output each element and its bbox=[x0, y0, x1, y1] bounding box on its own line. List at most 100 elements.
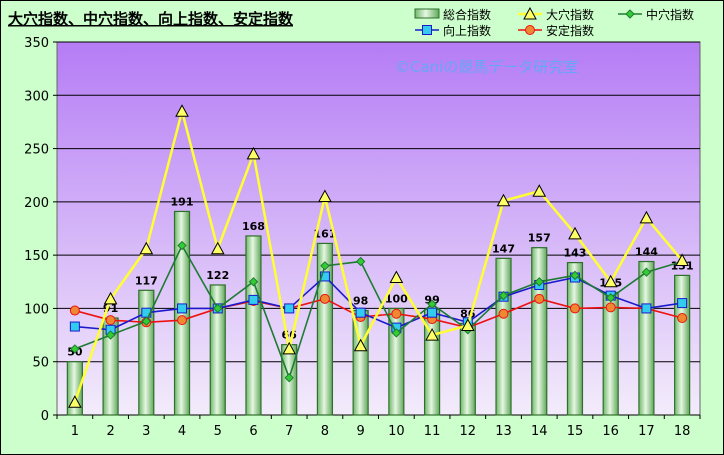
bar-label: 168 bbox=[242, 220, 265, 233]
data-point bbox=[534, 293, 545, 304]
y-tick-label: 100 bbox=[24, 302, 49, 317]
x-tick-label: 13 bbox=[495, 424, 512, 439]
legend-label: 中穴指数 bbox=[646, 7, 694, 22]
x-axis: 1 2 3 4 5 6 7 8 9 10 11 12 13 14 15 16 17 18 bbox=[56, 415, 701, 439]
data-point bbox=[105, 315, 116, 326]
data-point bbox=[141, 316, 152, 326]
data-point bbox=[425, 328, 439, 341]
legend-item: 中穴指数 bbox=[618, 7, 694, 22]
data-point bbox=[677, 313, 688, 324]
chart-title: 大穴指数、中穴指数、向上指数、安定指数 bbox=[8, 10, 294, 28]
data-point bbox=[282, 341, 297, 355]
bar-label: 191 bbox=[171, 195, 194, 208]
data-point bbox=[498, 308, 509, 319]
data-point bbox=[319, 271, 330, 282]
x-tick-label: 4 bbox=[178, 424, 186, 439]
x-tick-label: 10 bbox=[388, 424, 405, 439]
legend-marker bbox=[625, 9, 635, 19]
legend-marker bbox=[523, 6, 537, 20]
data-point bbox=[103, 291, 118, 305]
data-point bbox=[498, 290, 509, 301]
data-point bbox=[248, 277, 259, 287]
x-tick-label: 1 bbox=[71, 424, 79, 439]
data-point bbox=[389, 270, 404, 284]
data-point bbox=[319, 293, 330, 304]
x-tick-label: 11 bbox=[424, 424, 441, 439]
bar bbox=[66, 361, 83, 416]
bar bbox=[245, 235, 262, 416]
x-tick-label: 18 bbox=[674, 424, 691, 439]
x-tick-label: 5 bbox=[214, 424, 222, 439]
bar bbox=[674, 274, 691, 416]
legend-item: 総合指数 bbox=[414, 7, 491, 22]
data-point bbox=[69, 305, 80, 316]
bar bbox=[495, 257, 512, 416]
data-point bbox=[68, 395, 82, 408]
data-point bbox=[105, 330, 116, 340]
y-tick-label: 300 bbox=[24, 89, 49, 104]
y-tick-label: 50 bbox=[32, 356, 49, 371]
bar bbox=[566, 262, 584, 416]
bar-label: 143 bbox=[563, 247, 586, 260]
data-point bbox=[532, 184, 547, 197]
series-line bbox=[74, 275, 683, 331]
data-point bbox=[177, 240, 187, 251]
data-point bbox=[355, 256, 366, 267]
y-tick-label: 350 bbox=[24, 36, 49, 51]
data-point bbox=[391, 328, 402, 338]
data-point bbox=[210, 241, 225, 255]
bar-label: 147 bbox=[492, 242, 515, 255]
legend-marker bbox=[525, 25, 535, 35]
data-point bbox=[355, 307, 366, 318]
bar bbox=[459, 322, 476, 416]
data-point bbox=[570, 270, 580, 281]
legend-label: 総合指数 bbox=[443, 7, 491, 22]
legend-item: 大穴指数 bbox=[518, 6, 594, 22]
y-tick-label: 200 bbox=[24, 196, 49, 211]
data-point bbox=[284, 303, 295, 314]
bar-label: 66 bbox=[282, 329, 298, 342]
data-point bbox=[177, 303, 188, 314]
data-point bbox=[248, 294, 259, 305]
data-point bbox=[641, 303, 652, 314]
data-point bbox=[177, 315, 188, 326]
x-tick-label: 16 bbox=[602, 424, 619, 439]
series-line bbox=[74, 243, 683, 381]
bar bbox=[316, 242, 334, 416]
data-point bbox=[568, 226, 582, 240]
line-series bbox=[68, 104, 689, 408]
y-tick-label: 0 bbox=[41, 409, 49, 424]
data-point bbox=[70, 344, 80, 354]
bar-label: 161 bbox=[313, 227, 336, 240]
data-point bbox=[641, 267, 652, 277]
x-tick-label: 6 bbox=[249, 424, 257, 439]
bar bbox=[638, 260, 655, 416]
bar-label: 157 bbox=[528, 232, 551, 245]
legend-label: 向上指数 bbox=[443, 23, 491, 38]
bar-label: 100 bbox=[385, 292, 408, 305]
data-point bbox=[320, 261, 330, 271]
bar-label: 122 bbox=[206, 269, 229, 282]
data-point bbox=[460, 318, 475, 331]
data-point bbox=[677, 298, 688, 309]
data-point bbox=[605, 293, 616, 303]
data-point bbox=[213, 303, 223, 314]
legend-swatch bbox=[414, 8, 440, 19]
series-line bbox=[74, 297, 683, 329]
series-triangle bbox=[68, 104, 689, 408]
bar-label: 117 bbox=[135, 274, 158, 287]
series-line bbox=[73, 106, 684, 403]
data-point bbox=[69, 321, 80, 332]
data-point bbox=[318, 189, 332, 203]
data-point bbox=[246, 146, 261, 160]
legend-marker bbox=[422, 25, 432, 35]
legend-item: 安定指数 bbox=[518, 23, 594, 38]
bar bbox=[209, 284, 226, 416]
series-diamond bbox=[70, 240, 687, 383]
data-point bbox=[569, 303, 580, 314]
legend-label: 大穴指数 bbox=[546, 7, 594, 22]
data-point bbox=[353, 338, 368, 352]
x-tick-label: 17 bbox=[638, 424, 655, 439]
